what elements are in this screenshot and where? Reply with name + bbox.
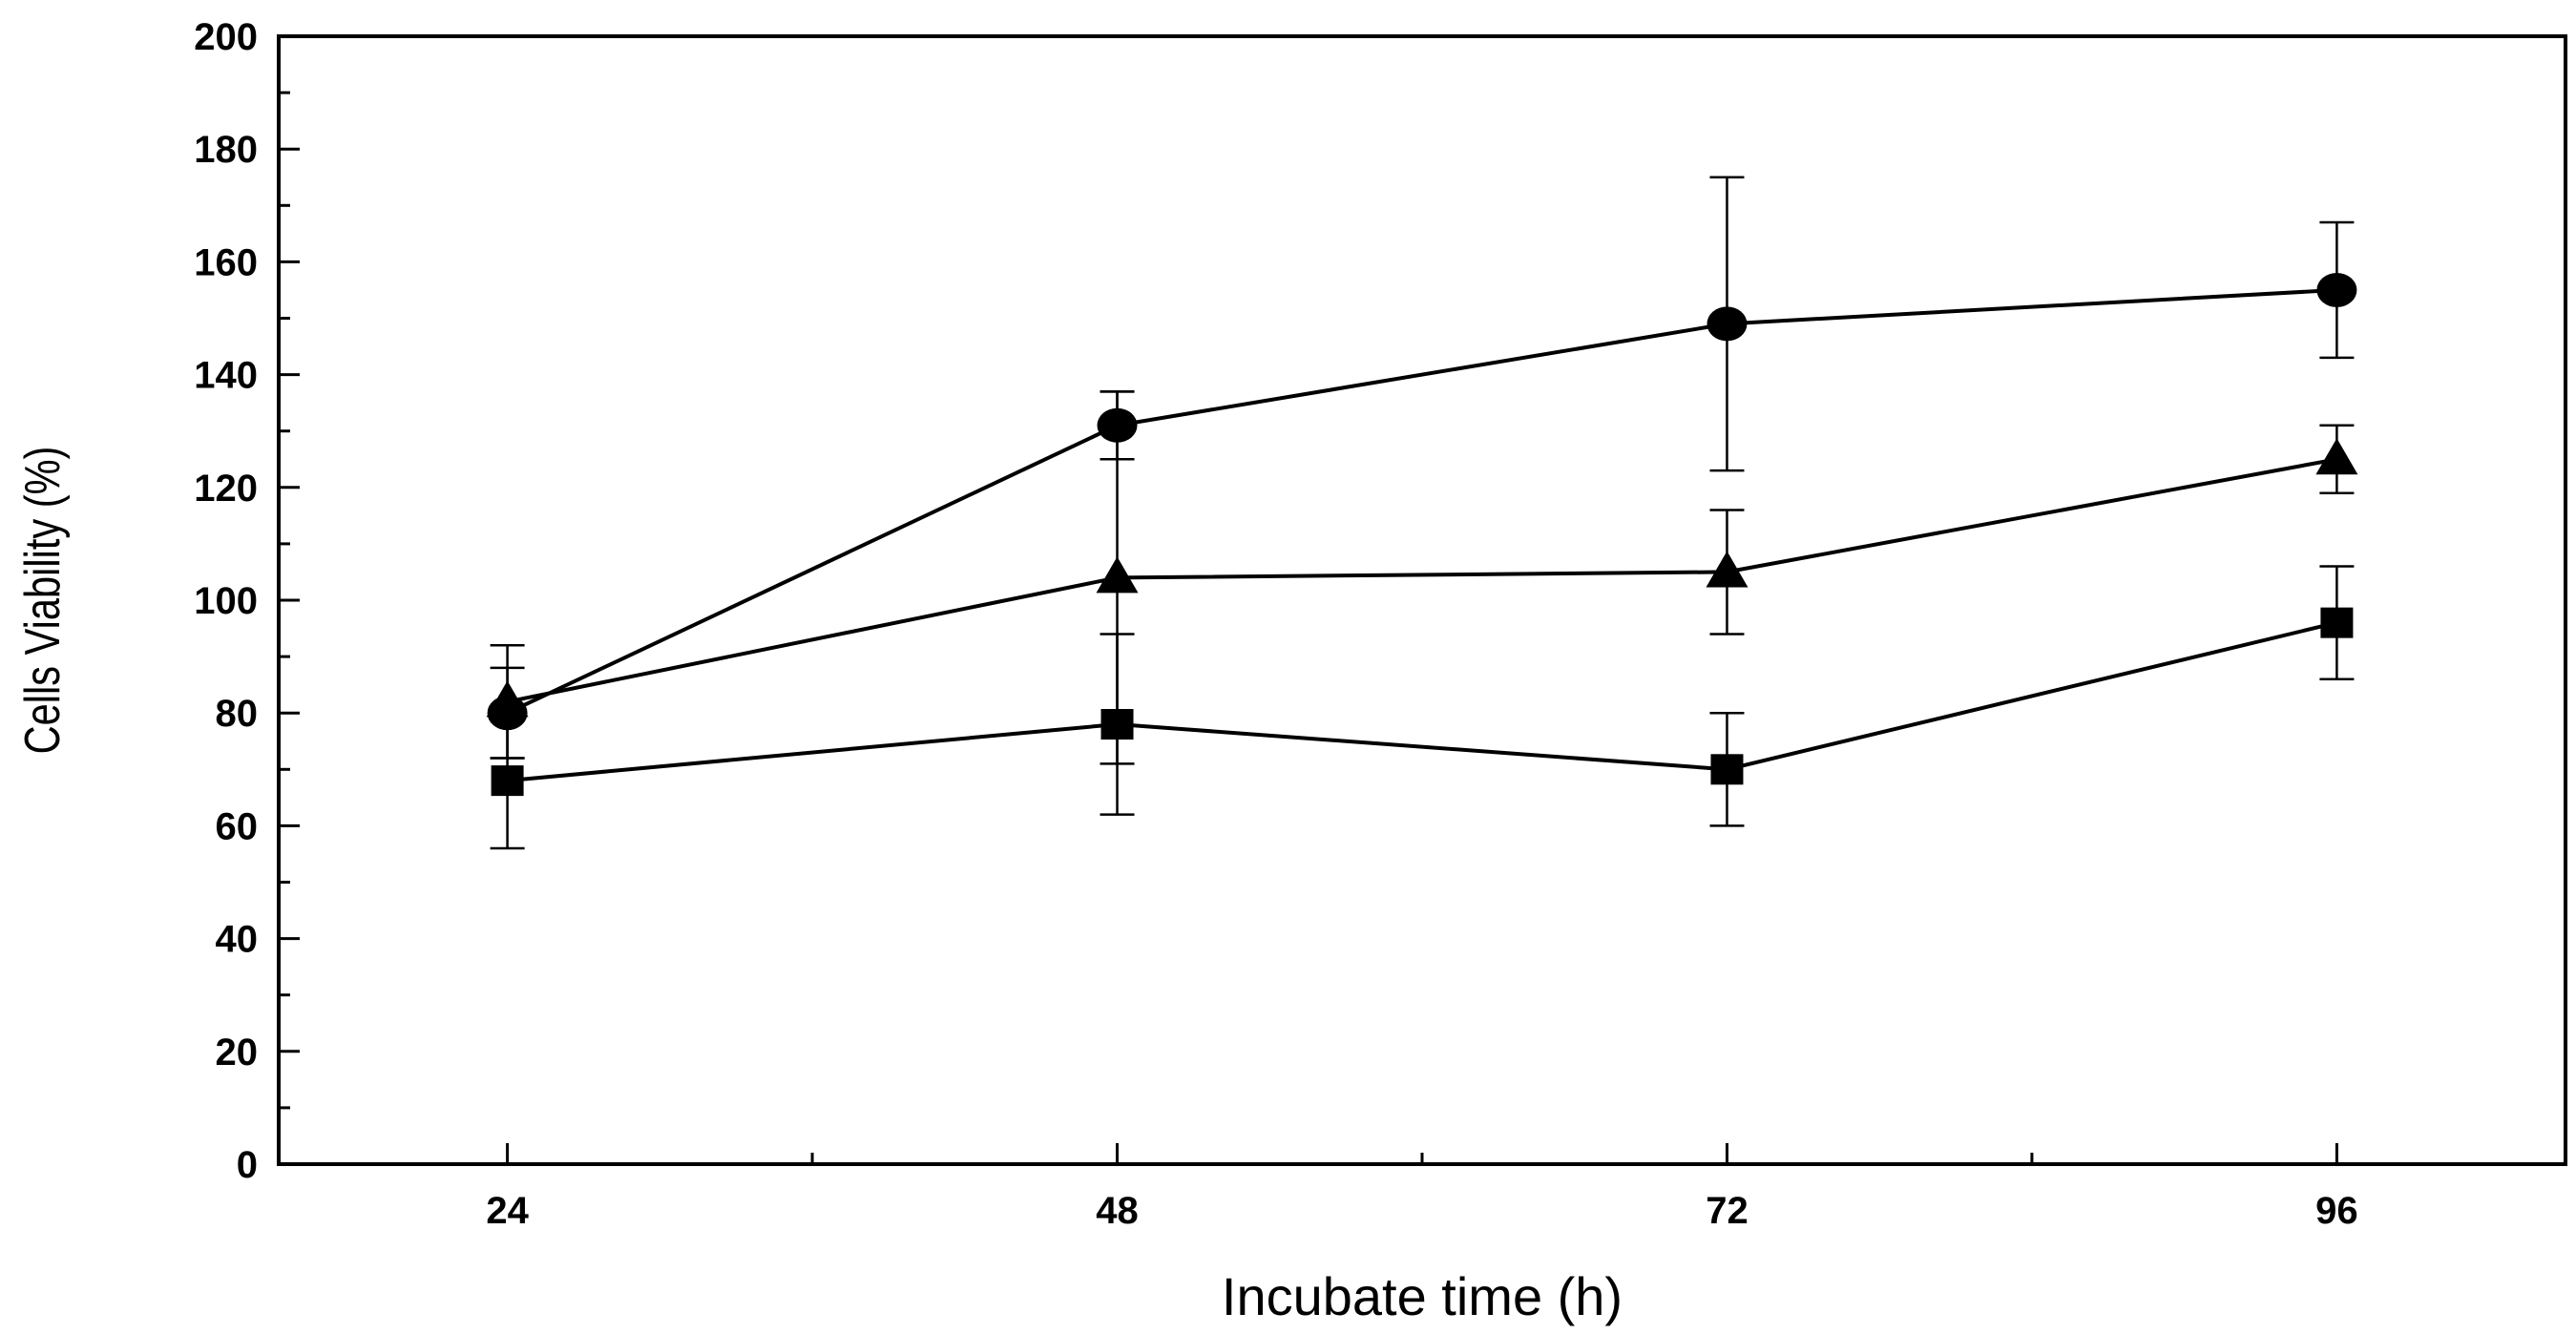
- y-tick-label: 200: [194, 16, 258, 58]
- plot-frame: [277, 34, 2567, 1166]
- y-tick-label: 180: [194, 129, 258, 171]
- series-circle: [487, 176, 2357, 760]
- data-point-triangle: [486, 680, 529, 718]
- x-tick-label: 72: [1706, 1190, 1749, 1232]
- series-layer: [486, 176, 2358, 850]
- data-point-square: [1710, 754, 1744, 785]
- y-tick-label: 40: [216, 919, 259, 961]
- y-tick-label: 160: [194, 241, 258, 283]
- x-tick-label: 48: [1096, 1190, 1139, 1232]
- data-point-triangle: [2315, 438, 2358, 475]
- series-line-square: [507, 620, 2337, 783]
- data-point-square: [491, 765, 524, 797]
- y-tick-label: 140: [194, 355, 258, 397]
- x-tick-label: 24: [486, 1190, 529, 1232]
- data-point-square: [1100, 709, 1134, 740]
- y-tick-label: 80: [216, 693, 259, 735]
- y-tick-label: 60: [216, 805, 259, 847]
- data-point-triangle: [1706, 551, 1749, 588]
- series-square: [490, 565, 2355, 850]
- y-tick-label: 120: [194, 468, 258, 510]
- series-line-triangle: [507, 457, 2337, 704]
- data-point-circle: [2316, 272, 2357, 307]
- data-point-circle: [1707, 306, 1748, 342]
- x-axis-title: Incubate time (h): [1222, 1266, 1623, 1326]
- y-axis-ticks: 0 20 40 60 80 100 120 140 160 180 200: [194, 16, 300, 1186]
- y-tick-label: 0: [237, 1144, 258, 1186]
- series-triangle: [486, 390, 2358, 765]
- x-tick-label: 96: [2315, 1190, 2358, 1232]
- data-point-triangle: [1096, 556, 1139, 594]
- y-tick-label: 100: [194, 580, 258, 622]
- y-axis-title: Cells Viability (%): [14, 447, 71, 755]
- x-axis-ticks: 24 48 72 96: [486, 1143, 2358, 1232]
- data-point-square: [2320, 607, 2354, 638]
- y-tick-label: 20: [216, 1032, 259, 1073]
- series-line-circle: [506, 287, 2337, 716]
